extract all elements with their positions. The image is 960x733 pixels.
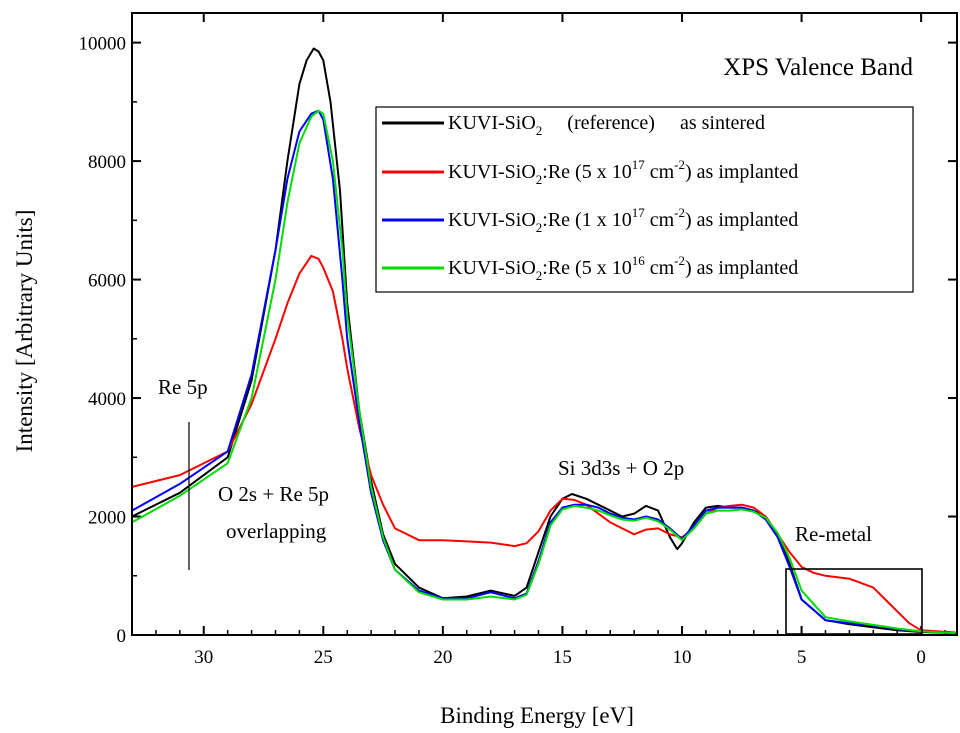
y-tick-label: 0 [117,626,127,647]
re-metal-box [785,568,923,635]
y-tick-label: 8000 [88,152,126,173]
x-tick-label: 15 [553,647,572,668]
x-tick-label: 0 [916,647,926,668]
legend-label-2: KUVI-SiO2:Re (1 x 1017 cm-2) as implante… [448,205,798,235]
x-tick-label: 5 [797,647,807,668]
series-lines [131,47,958,635]
series-line-3 [131,109,958,635]
x-tick-label: 30 [194,647,213,668]
y-tick-label: 2000 [88,508,126,529]
x-axis-ticks: 30 25 20 15 10 5 0 [131,13,946,668]
annotation-re-metal: Re-metal [795,522,872,546]
legend-box [375,106,914,293]
annotation-re-5p: Re 5p [158,375,208,399]
y-tick-label: 10000 [79,34,127,55]
y-axis-ticks: 0 2000 4000 6000 8000 10000 [79,34,957,647]
y-tick-label: 4000 [88,389,126,410]
annotation-overlapping: overlapping [226,519,327,543]
y-tick-label: 6000 [88,271,126,292]
legend-label-3: KUVI-SiO2:Re (5 x 1016 cm-2) as implante… [448,253,798,283]
x-tick-label: 25 [314,647,333,668]
legend: KUVI-SiO2 (reference) as sintered KUVI-Si… [375,106,914,293]
annotation-si3d3s-o2p: Si 3d3s + O 2p [558,456,684,480]
chart-title: XPS Valence Band [723,54,913,81]
plot-frame [131,12,958,636]
x-axis-label: Binding Energy [eV] [440,703,634,728]
series-line-1 [131,254,958,634]
legend-label-1: KUVI-SiO2:Re (5 x 1017 cm-2) as implante… [448,157,798,187]
x-tick-label: 10 [673,647,692,668]
y-axis-label: Intensity [Arbitrary Units] [12,210,37,453]
annotation-o2s-re5p: O 2s + Re 5p [218,482,329,506]
x-tick-label: 20 [433,647,452,668]
series-line-2 [131,109,958,635]
legend-label-0: KUVI-SiO2 (reference) as sintered [448,112,765,138]
